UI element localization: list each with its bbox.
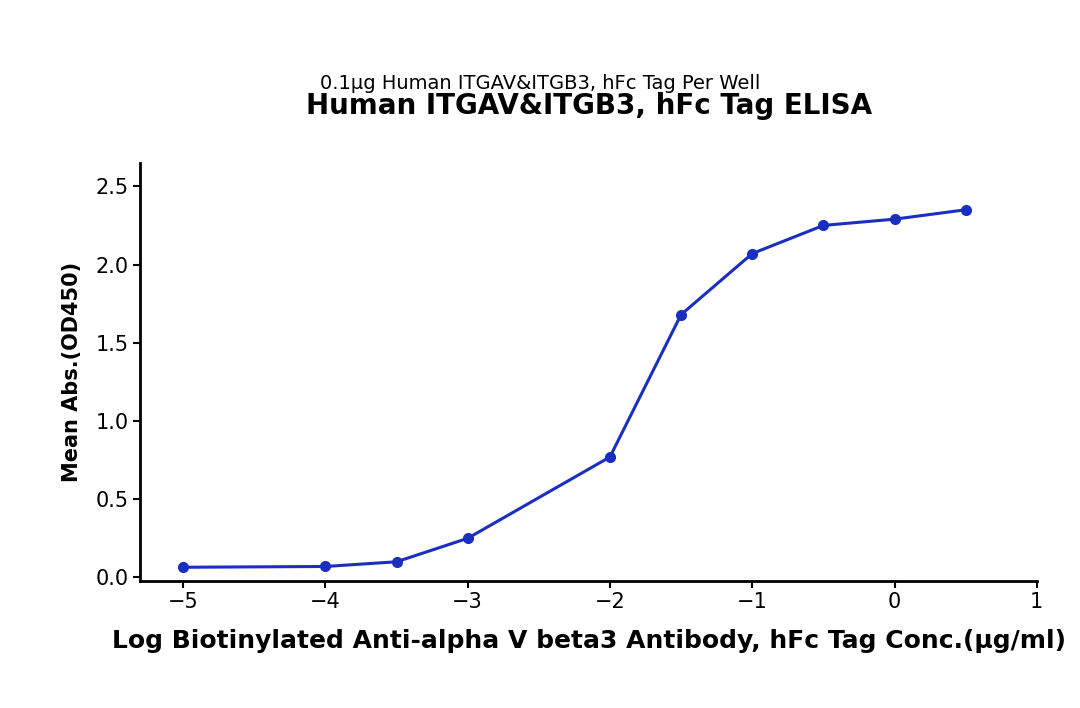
- Title: Human ITGAV&ITGB3, hFc Tag ELISA: Human ITGAV&ITGB3, hFc Tag ELISA: [306, 92, 872, 120]
- Point: [316, 561, 334, 572]
- Text: 0.1μg Human ITGAV&ITGB3, hFc Tag Per Well: 0.1μg Human ITGAV&ITGB3, hFc Tag Per Wel…: [320, 74, 760, 93]
- Point: [388, 556, 405, 567]
- Point: [814, 219, 832, 231]
- Point: [957, 204, 974, 215]
- Point: [744, 248, 761, 259]
- Point: [175, 561, 192, 573]
- Point: [459, 532, 476, 544]
- X-axis label: Log Biotinylated Anti-alpha V beta3 Antibody, hFc Tag Conc.(μg/ml): Log Biotinylated Anti-alpha V beta3 Anti…: [111, 629, 1066, 653]
- Point: [602, 451, 619, 462]
- Point: [886, 214, 903, 225]
- Y-axis label: Mean Abs.(OD450): Mean Abs.(OD450): [62, 262, 82, 481]
- Point: [673, 309, 690, 320]
